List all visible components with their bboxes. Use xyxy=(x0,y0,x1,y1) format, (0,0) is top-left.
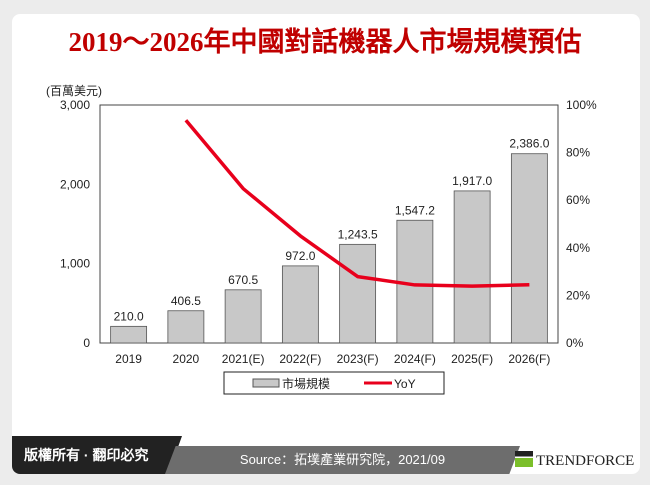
bar xyxy=(110,325,148,344)
x-tick-label: 2022(F) xyxy=(279,352,321,366)
x-tick-label: 2020 xyxy=(173,352,200,366)
plot-area xyxy=(99,104,559,344)
bar-data-label: 1,917.0 xyxy=(452,174,492,188)
y-axis-label: (百萬美元) xyxy=(46,84,102,98)
bar-data-label: 1,243.5 xyxy=(338,227,378,241)
bar-data-label: 1,547.2 xyxy=(395,203,435,217)
y2-tick-label: 80% xyxy=(566,146,590,160)
bar xyxy=(167,310,205,344)
y-tick-label: 1,000 xyxy=(60,257,90,271)
logo-icon xyxy=(515,451,533,467)
y-tick-label: 2,000 xyxy=(60,177,90,191)
trendforce-logo: TRENDFORCE xyxy=(515,446,640,474)
chart-title: 2019～2026年中國對話機器人市場規模預估 xyxy=(68,27,582,57)
bar xyxy=(224,289,262,344)
y2-tick-label: 40% xyxy=(566,241,590,255)
y2-tick-label: 0% xyxy=(566,336,584,350)
source-label: Source：拓墣產業研究院，2021/09 xyxy=(165,446,520,474)
y2-tick-label: 100% xyxy=(566,98,597,112)
legend-label-line: YoY xyxy=(394,377,416,391)
x-tick-label: 2019 xyxy=(115,352,142,366)
bar-data-label: 2,386.0 xyxy=(509,137,549,151)
legend-label-bar: 市場規模 xyxy=(282,376,330,391)
brand-text: TRENDFORCE xyxy=(536,453,635,469)
bar-data-label: 210.0 xyxy=(114,309,144,323)
x-tick-label: 2025(F) xyxy=(451,352,493,366)
bar xyxy=(510,153,548,344)
bar xyxy=(339,243,377,344)
x-tick-label: 2021(E) xyxy=(222,352,265,366)
y2-tick-label: 20% xyxy=(566,288,590,302)
y-tick-label: 3,000 xyxy=(60,98,90,112)
copyright-label: 版權所有 · 翻印必究 xyxy=(12,436,182,474)
bar xyxy=(453,190,491,344)
x-tick-label: 2023(F) xyxy=(337,352,379,366)
x-tick-label: 2026(F) xyxy=(508,352,550,366)
y-tick-label: 0 xyxy=(83,336,90,350)
y2-tick-label: 60% xyxy=(566,193,590,207)
bar xyxy=(281,265,319,344)
x-tick-label: 2024(F) xyxy=(394,352,436,366)
legend xyxy=(223,371,445,395)
bar-data-label: 972.0 xyxy=(285,249,315,263)
bar-data-label: 670.5 xyxy=(228,273,258,287)
legend-swatch-bar xyxy=(252,378,280,388)
bar-data-label: 406.5 xyxy=(171,294,201,308)
